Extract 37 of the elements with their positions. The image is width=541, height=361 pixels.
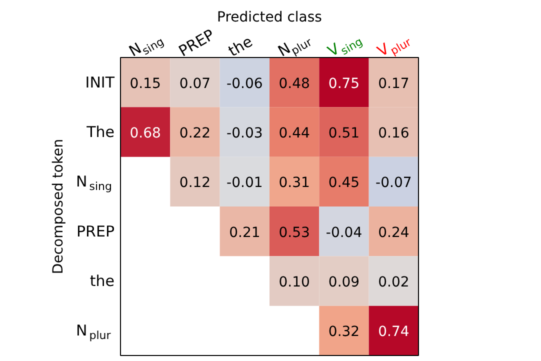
data-label: -0.03 [226, 126, 263, 142]
data-label: 0.09 [328, 274, 360, 290]
data-label: 0.02 [378, 274, 410, 290]
data-label: 0.75 [328, 76, 360, 92]
data-label: 0.16 [378, 126, 410, 142]
x-tick-label: Nsing [126, 35, 166, 60]
x-tick-label: Vsing [324, 35, 365, 60]
y-tick-label: The [86, 123, 115, 141]
data-label: 0.45 [328, 175, 360, 192]
y-tick-label: the [90, 272, 115, 290]
data-label: 0.53 [278, 224, 310, 241]
data-label: -0.04 [326, 224, 362, 241]
data-label: 0.51 [328, 126, 360, 142]
data-label: 0.44 [278, 126, 310, 142]
data-label: 0.22 [179, 126, 211, 142]
y-tick-label: INIT [85, 73, 116, 92]
data-label: 0.15 [130, 76, 161, 92]
x-tick-label: Nplur [274, 35, 315, 60]
data-label: 0.31 [278, 175, 310, 192]
data-label: -0.06 [226, 76, 263, 92]
data-label: 0.32 [328, 324, 360, 340]
y-tick-label: PREP [76, 222, 115, 240]
data-label: 0.21 [229, 224, 260, 241]
data-label: 0.68 [130, 126, 161, 142]
y-axis-title: Decomposed token [50, 138, 66, 274]
data-label: 0.74 [378, 324, 410, 340]
data-label: 0.12 [179, 175, 211, 192]
data-label: 0.48 [278, 76, 310, 92]
data-label: 0.17 [378, 76, 410, 92]
data-label: 0.24 [378, 224, 410, 241]
x-tick-label: the [225, 32, 256, 60]
data-label: -0.01 [226, 175, 263, 192]
x-tick-label: Vplur [374, 35, 414, 60]
data-label: -0.07 [376, 175, 412, 192]
chart-title: Predicted class [217, 10, 322, 26]
data-label: 0.10 [278, 274, 310, 290]
data-label: 0.07 [179, 76, 211, 92]
